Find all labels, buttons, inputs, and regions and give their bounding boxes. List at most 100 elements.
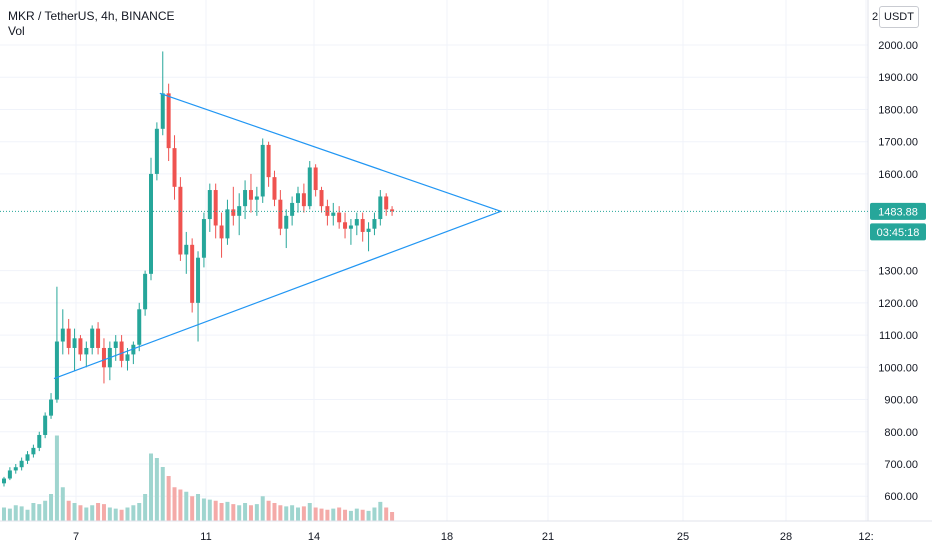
volume-bar xyxy=(7,508,12,521)
candle-body xyxy=(384,196,389,210)
volume-bar xyxy=(72,503,77,521)
candle xyxy=(278,190,283,236)
volume-bar xyxy=(325,509,330,521)
candle xyxy=(96,322,101,355)
candle xyxy=(107,341,112,381)
volume-bar xyxy=(354,508,359,521)
candle xyxy=(149,157,153,281)
svg-text:03:45:18: 03:45:18 xyxy=(877,227,920,239)
svg-text:1483.88: 1483.88 xyxy=(878,206,918,218)
candle xyxy=(272,170,277,207)
candle-body xyxy=(160,93,165,129)
currency-badge[interactable]: 2 USDT xyxy=(872,6,919,28)
volume-bar xyxy=(207,499,212,521)
candle xyxy=(354,212,359,236)
candle-body xyxy=(25,454,30,461)
volume-bar xyxy=(131,505,136,521)
candle xyxy=(25,451,30,464)
candle-body xyxy=(307,167,312,207)
volume-bar xyxy=(19,506,24,521)
candle xyxy=(307,161,312,210)
price-axis[interactable]: 2000.00 1900.00 1800.00 1700.00 1600.00 1300.… xyxy=(878,40,918,503)
volume-bar xyxy=(272,503,277,521)
volume-bar xyxy=(78,505,83,521)
grid xyxy=(0,0,868,521)
candle-body xyxy=(37,434,42,448)
candle xyxy=(237,193,242,236)
currency-prefix: 2 xyxy=(872,11,879,23)
candle xyxy=(319,186,324,213)
candle-body xyxy=(266,144,271,178)
candle xyxy=(207,183,212,232)
volume-bar xyxy=(96,503,101,521)
symbol-title[interactable]: MKR / TetherUS, 4h, BINANCE xyxy=(8,9,175,23)
candle-body xyxy=(354,219,359,226)
volume-bar xyxy=(284,506,289,521)
candle-body xyxy=(219,225,224,239)
volume-bar xyxy=(160,467,165,521)
candle-body xyxy=(13,467,18,471)
candle-body xyxy=(101,347,106,368)
volume-bar xyxy=(184,491,189,521)
trendlines[interactable] xyxy=(53,92,502,380)
time-tick-label: 28 xyxy=(780,531,792,543)
volume-bar xyxy=(43,500,48,521)
volume-bar xyxy=(178,489,183,521)
candle xyxy=(301,183,306,213)
volume-bar xyxy=(143,494,148,521)
candle-body xyxy=(31,447,36,455)
candle xyxy=(325,199,330,226)
volume-bar xyxy=(125,507,130,521)
candle xyxy=(72,328,77,371)
time-axis[interactable]: 7 11 14 18 21 25 28 12: xyxy=(73,531,874,543)
candle xyxy=(66,318,71,355)
candle xyxy=(43,412,48,439)
candle-body xyxy=(201,219,206,258)
candle-body xyxy=(372,219,377,229)
candle xyxy=(101,338,106,384)
candle xyxy=(7,467,12,481)
price-tick-label: 900.00 xyxy=(884,395,918,407)
volume-bar xyxy=(243,503,248,521)
candle-body xyxy=(154,128,159,174)
candle xyxy=(190,238,195,313)
candle-body xyxy=(119,341,124,361)
price-tick-label: 800.00 xyxy=(884,427,918,439)
candle-body xyxy=(260,144,265,197)
candle xyxy=(60,309,65,355)
volume-bar xyxy=(13,505,18,521)
candle xyxy=(331,202,336,226)
time-tick-label: 18 xyxy=(441,531,453,543)
candle xyxy=(231,186,236,226)
candle-body xyxy=(90,328,95,348)
volume-bar xyxy=(343,509,348,521)
volume-indicator-label[interactable]: Vol xyxy=(8,24,25,38)
candle-body xyxy=(7,470,12,479)
candle xyxy=(154,122,159,181)
candle xyxy=(196,251,201,342)
candle-body xyxy=(172,148,177,187)
candle xyxy=(143,270,148,316)
volume-bar xyxy=(366,510,371,521)
candle-body xyxy=(248,190,253,200)
volume-bar xyxy=(248,505,253,521)
candle-body xyxy=(331,212,336,216)
volume-bar xyxy=(290,505,295,521)
volume-bar xyxy=(166,476,171,521)
candle-body xyxy=(390,209,395,212)
candle xyxy=(254,186,259,216)
volume-bar xyxy=(319,508,324,521)
candle-body xyxy=(149,173,153,274)
volume-bar xyxy=(225,501,230,521)
volume-bar xyxy=(84,507,89,521)
candle xyxy=(131,341,136,365)
candle-body xyxy=(343,222,348,229)
candle-body xyxy=(231,209,236,216)
candle-body xyxy=(213,190,218,226)
candle-body xyxy=(60,328,65,342)
candle xyxy=(266,141,271,187)
candle-body xyxy=(196,257,201,303)
price-tick-label: 700.00 xyxy=(884,459,918,471)
